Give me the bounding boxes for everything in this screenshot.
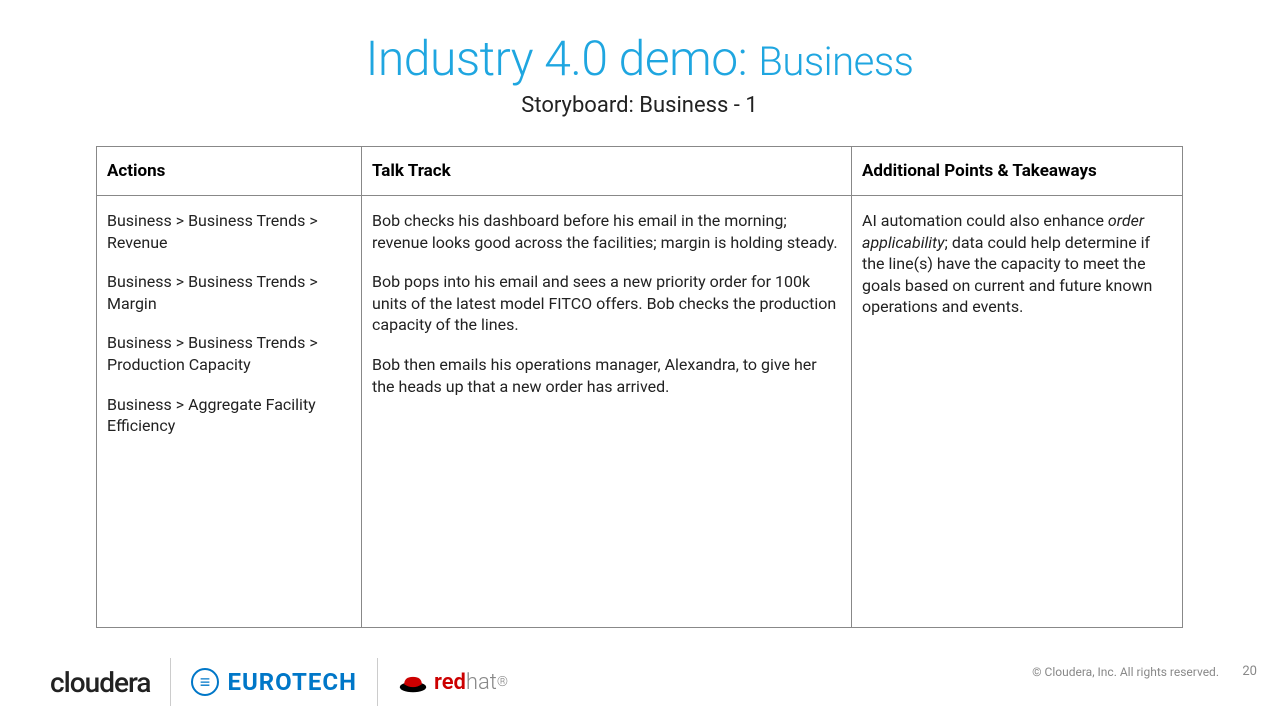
footer: cloudera ≡ EUROTECH redhat® © Cloudera, … <box>0 657 1279 707</box>
logo-eurotech: ≡ EUROTECH <box>173 668 375 696</box>
title-suffix: Business <box>758 38 913 85</box>
talk-block: Bob checks his dashboard before his emai… <box>372 210 841 397</box>
copyright: © Cloudera, Inc. All rights reserved. <box>1032 665 1219 679</box>
title-main: Industry 4.0 demo: <box>366 30 759 87</box>
talk-paragraph: Bob pops into his email and sees a new p… <box>372 271 841 336</box>
redhat-icon <box>398 671 428 693</box>
action-item: Business > Business Trends > Production … <box>107 332 351 375</box>
header-actions: Actions <box>97 147 362 196</box>
logo-divider <box>170 658 171 706</box>
eurotech-text: EUROTECH <box>227 668 357 696</box>
storyboard-table: Actions Talk Track Additional Points & T… <box>96 146 1183 628</box>
additional-paragraph: AI automation could also enhance order a… <box>862 210 1172 318</box>
storyboard-table-container: Actions Talk Track Additional Points & T… <box>96 146 1183 628</box>
logo-divider <box>377 658 378 706</box>
redhat-dot: ® <box>497 674 508 690</box>
logo-redhat: redhat® <box>380 670 508 695</box>
page-number: 20 <box>1242 664 1257 679</box>
action-item: Business > Business Trends > Revenue <box>107 210 351 253</box>
cell-actions: Business > Business Trends > Revenue Bus… <box>97 196 362 628</box>
talk-paragraph: Bob checks his dashboard before his emai… <box>372 210 841 253</box>
cell-talk-track: Bob checks his dashboard before his emai… <box>362 196 852 628</box>
subtitle: Storyboard: Business - 1 <box>0 93 1279 118</box>
actions-block: Business > Business Trends > Revenue Bus… <box>107 210 351 437</box>
eurotech-icon: ≡ <box>191 668 219 696</box>
header-talk-track: Talk Track <box>362 147 852 196</box>
table-header-row: Actions Talk Track Additional Points & T… <box>97 147 1183 196</box>
cell-additional: AI automation could also enhance order a… <box>852 196 1183 628</box>
action-item: Business > Business Trends > Margin <box>107 271 351 314</box>
redhat-text-red: red <box>434 670 466 695</box>
logos: cloudera ≡ EUROTECH redhat® <box>50 658 508 706</box>
header: Industry 4.0 demo: Business Storyboard: … <box>0 0 1279 118</box>
header-additional: Additional Points & Takeaways <box>852 147 1183 196</box>
table-row: Business > Business Trends > Revenue Bus… <box>97 196 1183 628</box>
redhat-text-gray: hat <box>466 670 497 695</box>
page-title: Industry 4.0 demo: Business <box>0 30 1279 87</box>
talk-paragraph: Bob then emails his operations manager, … <box>372 354 841 397</box>
action-item: Business > Aggregate Facility Efficiency <box>107 394 351 437</box>
logo-cloudera: cloudera <box>50 666 168 699</box>
additional-prefix: AI automation could also enhance <box>862 211 1108 230</box>
